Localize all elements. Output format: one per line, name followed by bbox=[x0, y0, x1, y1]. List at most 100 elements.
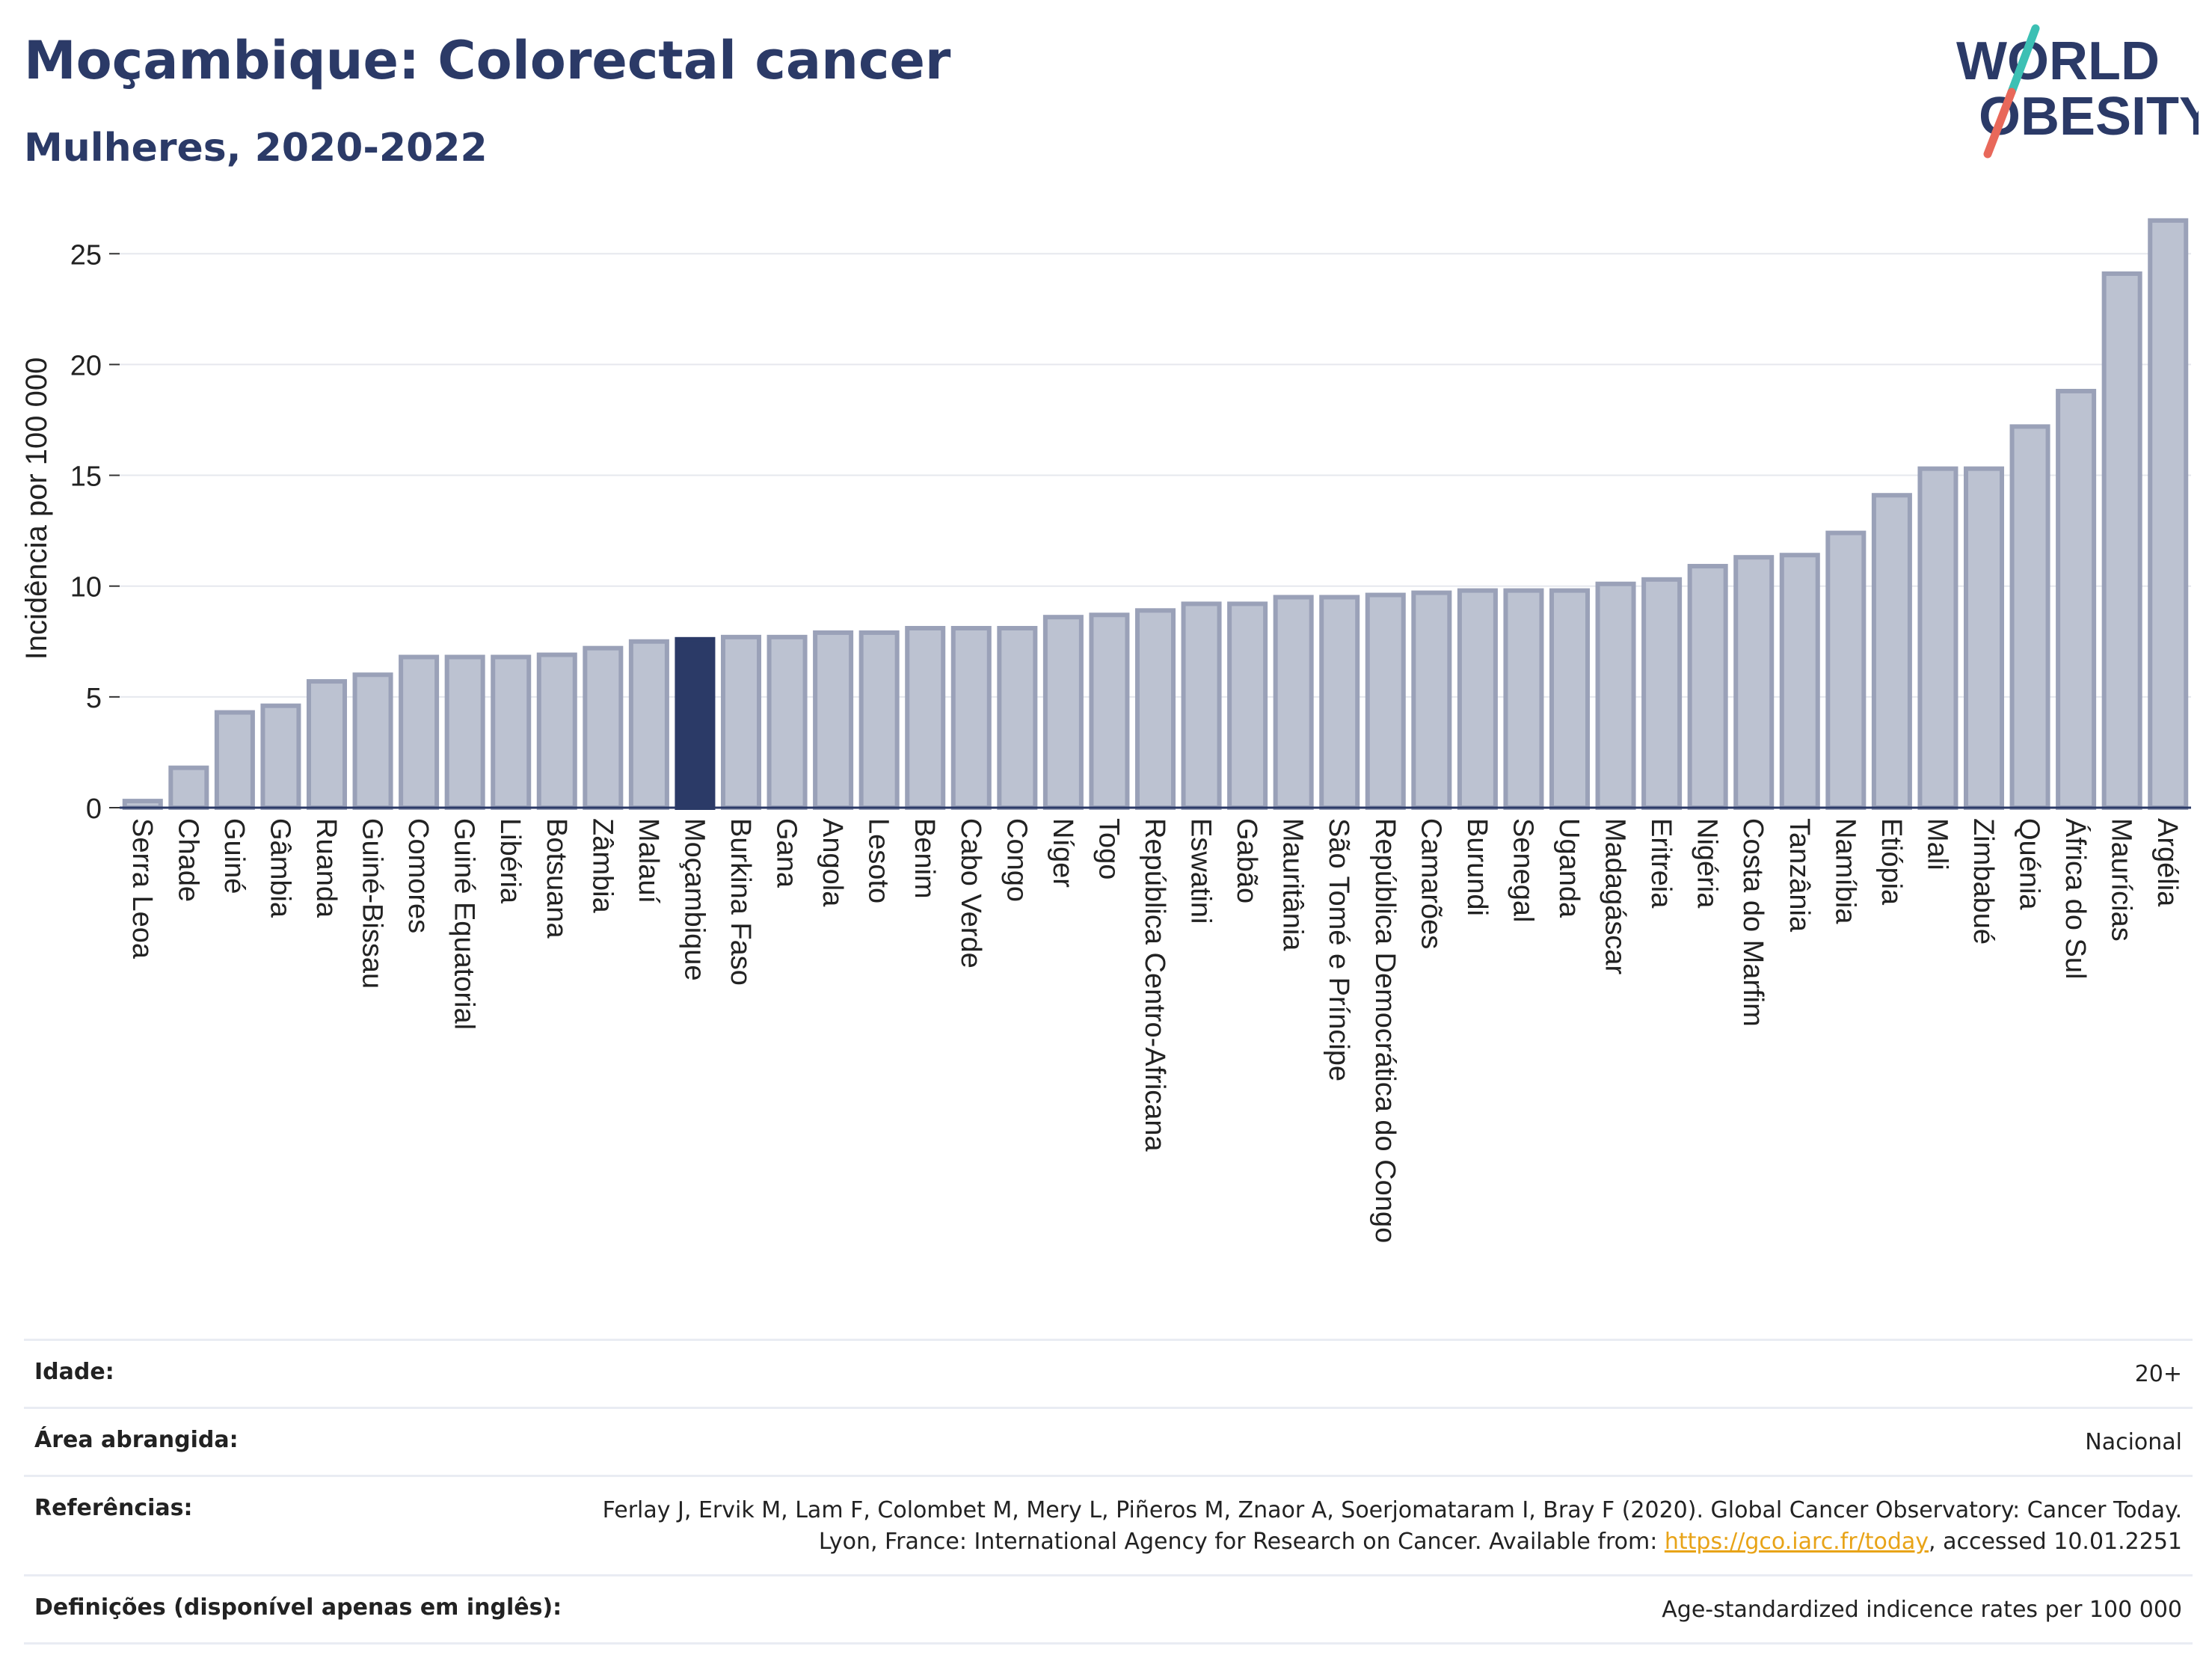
world-obesity-logo: WORLD OBESITY bbox=[1956, 24, 2199, 159]
x-tick-label: Lesoto bbox=[863, 818, 894, 903]
x-tick-label: Burundi bbox=[1461, 818, 1493, 916]
x-tick-label: Ruanda bbox=[310, 818, 342, 918]
bar bbox=[214, 710, 255, 810]
info-value-age: 20+ bbox=[2134, 1361, 2182, 1387]
x-tick-label: Mali bbox=[1921, 818, 1953, 871]
x-tick-label: Madagáscar bbox=[1600, 818, 1631, 974]
x-tick-label: Guiné Equatorial bbox=[449, 818, 480, 1030]
x-tick-label: Gana bbox=[771, 818, 802, 888]
y-tick-label: 0 bbox=[86, 793, 102, 825]
bars bbox=[122, 218, 2189, 811]
x-tick-label: São Tomé e Príncipe bbox=[1323, 818, 1354, 1081]
x-tick-label: Uganda bbox=[1553, 818, 1585, 918]
bar bbox=[306, 679, 348, 810]
bar bbox=[858, 630, 900, 810]
x-tick-label: Comores bbox=[402, 818, 434, 933]
logo-text-world: WORLD bbox=[1956, 31, 2160, 91]
x-tick-label: Benim bbox=[909, 818, 940, 899]
reference-text: Ferlay J, Ervik M, Lam F, Colombet M, Me… bbox=[602, 1497, 2182, 1555]
bar bbox=[1549, 588, 1591, 810]
reference-link[interactable]: https://gco.iarc.fr/today bbox=[1664, 1529, 1929, 1555]
x-tick-label: Níger bbox=[1047, 818, 1078, 888]
x-tick-label: Zâmbia bbox=[586, 818, 618, 914]
info-label-age: Idade: bbox=[34, 1359, 114, 1385]
logo-slash-bottom bbox=[1983, 87, 2016, 159]
bar bbox=[1319, 595, 1360, 810]
bar bbox=[583, 645, 624, 811]
reference-accessed: , accessed 10.01.2251 bbox=[1929, 1529, 2182, 1555]
info-row-area: Área abrangida: Nacional bbox=[24, 1407, 2193, 1475]
bar bbox=[536, 652, 577, 810]
x-tick-label: Nigéria bbox=[1692, 818, 1723, 909]
bar bbox=[1963, 466, 2005, 811]
info-label-references: Referências: bbox=[34, 1495, 193, 1521]
x-tick-label: Etiópia bbox=[1875, 818, 1907, 906]
x-tick-label: Togo bbox=[1093, 818, 1124, 879]
bar bbox=[1089, 612, 1130, 810]
bar bbox=[997, 626, 1038, 810]
x-tick-label: Zimbabué bbox=[1967, 818, 1999, 945]
bar bbox=[905, 626, 946, 810]
x-tick-label: Moçambique bbox=[678, 818, 710, 981]
logo-slash-top bbox=[2007, 24, 2040, 96]
bar bbox=[2101, 271, 2142, 811]
x-tick-label: Senegal bbox=[1507, 818, 1538, 922]
info-value-area: Nacional bbox=[2085, 1429, 2182, 1455]
bar bbox=[1042, 615, 1084, 810]
x-tick-label: Gâmbia bbox=[264, 818, 295, 918]
bar bbox=[628, 639, 669, 810]
x-tick-label: República Democrática do Congo bbox=[1369, 818, 1401, 1243]
bar bbox=[813, 630, 854, 810]
y-tick-label: 25 bbox=[70, 239, 102, 271]
bar bbox=[1687, 564, 1728, 810]
x-tick-label: Chade bbox=[172, 818, 203, 902]
bar bbox=[352, 672, 393, 810]
bar bbox=[1641, 577, 1683, 810]
y-tick-label: 20 bbox=[70, 350, 102, 381]
bar bbox=[766, 634, 808, 811]
x-tick-label: Mauritânia bbox=[1277, 818, 1309, 951]
x-tick-label: Botsuana bbox=[541, 818, 572, 939]
bar-chart: 0 5 10 15 20 25 Serra Leoa Chade Guiné Gâmbia Ruan… bbox=[20, 218, 2191, 1243]
bar bbox=[491, 654, 532, 810]
bar bbox=[1134, 608, 1176, 811]
x-tick-label: Camarões bbox=[1415, 818, 1446, 949]
info-table: Idade: 20+ Área abrangida: Nacional Refe… bbox=[24, 1339, 2193, 1645]
info-label-area: Área abrangida: bbox=[34, 1427, 239, 1453]
x-tick-label: Guiné bbox=[218, 818, 250, 894]
x-tick-label: Angola bbox=[817, 818, 848, 907]
x-tick-label: Maurícias bbox=[2106, 818, 2137, 942]
bar bbox=[675, 636, 716, 810]
info-value-references: Ferlay J, Ervik M, Lam F, Colombet M, Me… bbox=[537, 1495, 2182, 1558]
y-tick-label: 15 bbox=[70, 461, 102, 493]
bar bbox=[2148, 218, 2189, 810]
chart-title: Moçambique: Colorectal cancer bbox=[24, 30, 951, 91]
x-tick-label: Quénia bbox=[2014, 818, 2045, 910]
x-tick-label: Libéria bbox=[494, 818, 526, 904]
bar bbox=[1917, 466, 1958, 811]
info-row-definitions: Definições (disponível apenas em inglês)… bbox=[24, 1574, 2193, 1645]
tick-labels: 0 5 10 15 20 25 Serra Leoa Chade Guiné Gâmbia Ruan… bbox=[70, 239, 2184, 1243]
bar bbox=[1457, 588, 1498, 810]
bar bbox=[1733, 555, 1775, 810]
x-tick-label: Namíbia bbox=[1829, 818, 1861, 924]
bar bbox=[399, 654, 440, 810]
y-tick-label: 10 bbox=[70, 572, 102, 604]
bar bbox=[1227, 601, 1268, 810]
bar bbox=[168, 765, 209, 810]
logo-text-obesity: OBESITY bbox=[1979, 87, 2199, 147]
bar bbox=[1595, 581, 1636, 810]
x-tick-label: Tanzânia bbox=[1784, 818, 1815, 933]
y-axis-label: Incidência por 100 000 bbox=[20, 357, 53, 660]
info-row-age: Idade: 20+ bbox=[24, 1339, 2193, 1407]
bar bbox=[2009, 424, 2050, 810]
bar bbox=[1871, 493, 1912, 810]
x-tick-label: Gabão bbox=[1231, 818, 1262, 903]
bar bbox=[1503, 588, 1544, 810]
x-tick-label: Guiné-Bissau bbox=[357, 818, 388, 989]
x-tick-label: Congo bbox=[1001, 818, 1032, 902]
x-tick-label: Malauí bbox=[633, 818, 664, 903]
bar bbox=[444, 654, 485, 810]
info-row-references: Referências: Ferlay J, Ervik M, Lam F, C… bbox=[24, 1475, 2193, 1574]
bar bbox=[1411, 590, 1452, 810]
